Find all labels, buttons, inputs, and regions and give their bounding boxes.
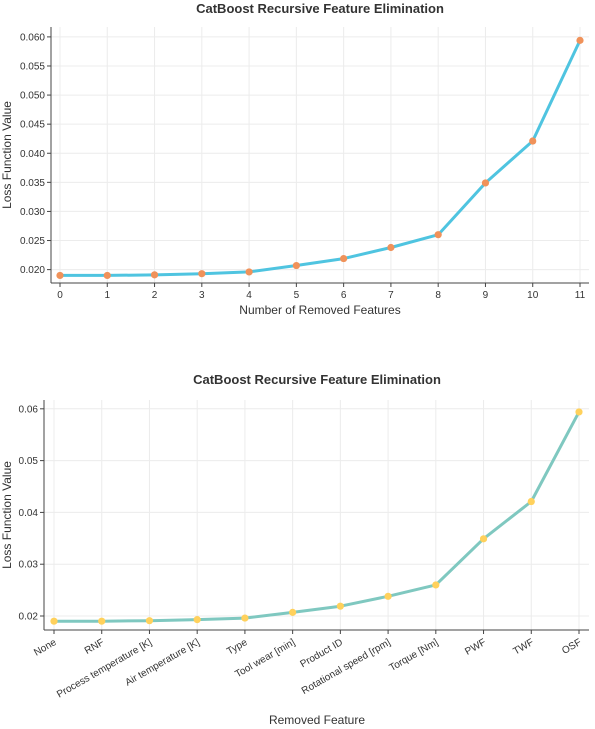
chart2-y-tick-label: 0.02: [19, 612, 39, 623]
chart1-x-tick-label: 2: [152, 290, 158, 301]
chart1-title: CatBoost Recursive Feature Elimination: [196, 1, 444, 16]
chart1-x-tick-label: 5: [294, 290, 300, 301]
chart1-data-point: [576, 36, 584, 44]
chart1-data-point: [481, 179, 490, 187]
chart2-data-point: [241, 614, 249, 622]
chart1-y-tick-label: 0.040: [20, 149, 45, 160]
chart1-x-tick-label: 10: [527, 290, 539, 301]
chart1-data-point: [245, 268, 253, 276]
chart1-data-point: [340, 254, 348, 263]
chart1-x-tick-label: 3: [199, 290, 205, 301]
chart2-data-point: [336, 602, 344, 610]
chart1-x-tick-label: 6: [341, 290, 347, 301]
chart1-y-tick-label: 0.035: [20, 178, 45, 189]
chart1-y-tick-label: 0.060: [20, 32, 45, 43]
chart1-y-tick-label: 0.030: [20, 207, 45, 218]
chart2-data-point: [384, 592, 392, 600]
chart1-x-axis-label: Number of Removed Features: [239, 303, 400, 317]
chart1-data-point: [56, 271, 64, 280]
chart1-data-point: [292, 261, 300, 270]
chart2-title: CatBoost Recursive Feature Elimination: [193, 372, 441, 387]
chart1-data-point: [103, 271, 111, 280]
chart2-y-axis-label: Loss Function Value: [0, 461, 14, 569]
chart1-y-axis-label: Loss Function Value: [0, 101, 14, 209]
chart1-y-tick-label: 0.055: [20, 61, 45, 72]
chart1-x-tick-label: 1: [104, 290, 110, 301]
chart2-x-tick-label: None: [32, 637, 59, 659]
chart2-data-point: [193, 616, 201, 624]
chart2-data-point: [145, 617, 154, 625]
chart2-x-tick-label: Rotational speed [rpm]: [300, 637, 393, 697]
chart2-data-point: [575, 408, 583, 416]
chart2-x-tick-label: PWF: [463, 637, 488, 658]
chart1-x-tick-label: 0: [57, 290, 63, 301]
chart1-data-point: [387, 243, 395, 252]
chart2-y-tick-label: 0.06: [19, 404, 39, 415]
chart1-series-line: [58, 38, 582, 277]
chart1-x-tick-label: 9: [483, 290, 489, 301]
chart1-y-tick-label: 0.025: [20, 236, 45, 247]
chart2-x-tick-label: RNF: [83, 637, 106, 657]
chart1-x-tick-label: 11: [575, 290, 586, 301]
chart2-data-point: [432, 581, 440, 589]
chart2-data-point: [289, 608, 297, 616]
chart1-y-tick-label: 0.045: [20, 120, 45, 131]
chart1-y-tick-label: 0.050: [20, 91, 45, 102]
chart2-x-axis-label: Removed Feature: [269, 713, 365, 727]
chart2-data-point: [50, 617, 58, 625]
chart1-x-tick-label: 8: [435, 290, 441, 301]
chart1-x-tick-label: 4: [246, 290, 252, 301]
chart2-y-tick-label: 0.05: [19, 456, 39, 467]
chart2-y-tick-label: 0.03: [19, 560, 39, 571]
chart2-x-tick-label: Torque [Nm]: [388, 637, 441, 674]
chart1-data-point: [434, 231, 442, 239]
chart2-x-tick-label: TWF: [512, 637, 536, 657]
chart1-x-tick-label: 7: [388, 290, 394, 301]
chart2-y-tick-label: 0.04: [19, 508, 39, 519]
chart1-data-point: [529, 137, 537, 145]
chart2-data-point: [479, 535, 488, 543]
chart1-y-tick-label: 0.020: [20, 265, 45, 276]
chart1-data-point: [198, 270, 206, 278]
chart2-x-tick-label: Type: [225, 637, 250, 658]
chart2-data-point: [98, 617, 106, 625]
chart1-plot-area: 0.020 0.025 0.030 0.035 0.040 0.045 0.050 0.055…: [20, 27, 589, 301]
chart1-data-point: [150, 271, 159, 279]
chart2-series-line: [52, 410, 581, 623]
chart2-x-tick-label: OSF: [560, 637, 583, 657]
chart2-data-point: [527, 497, 535, 506]
